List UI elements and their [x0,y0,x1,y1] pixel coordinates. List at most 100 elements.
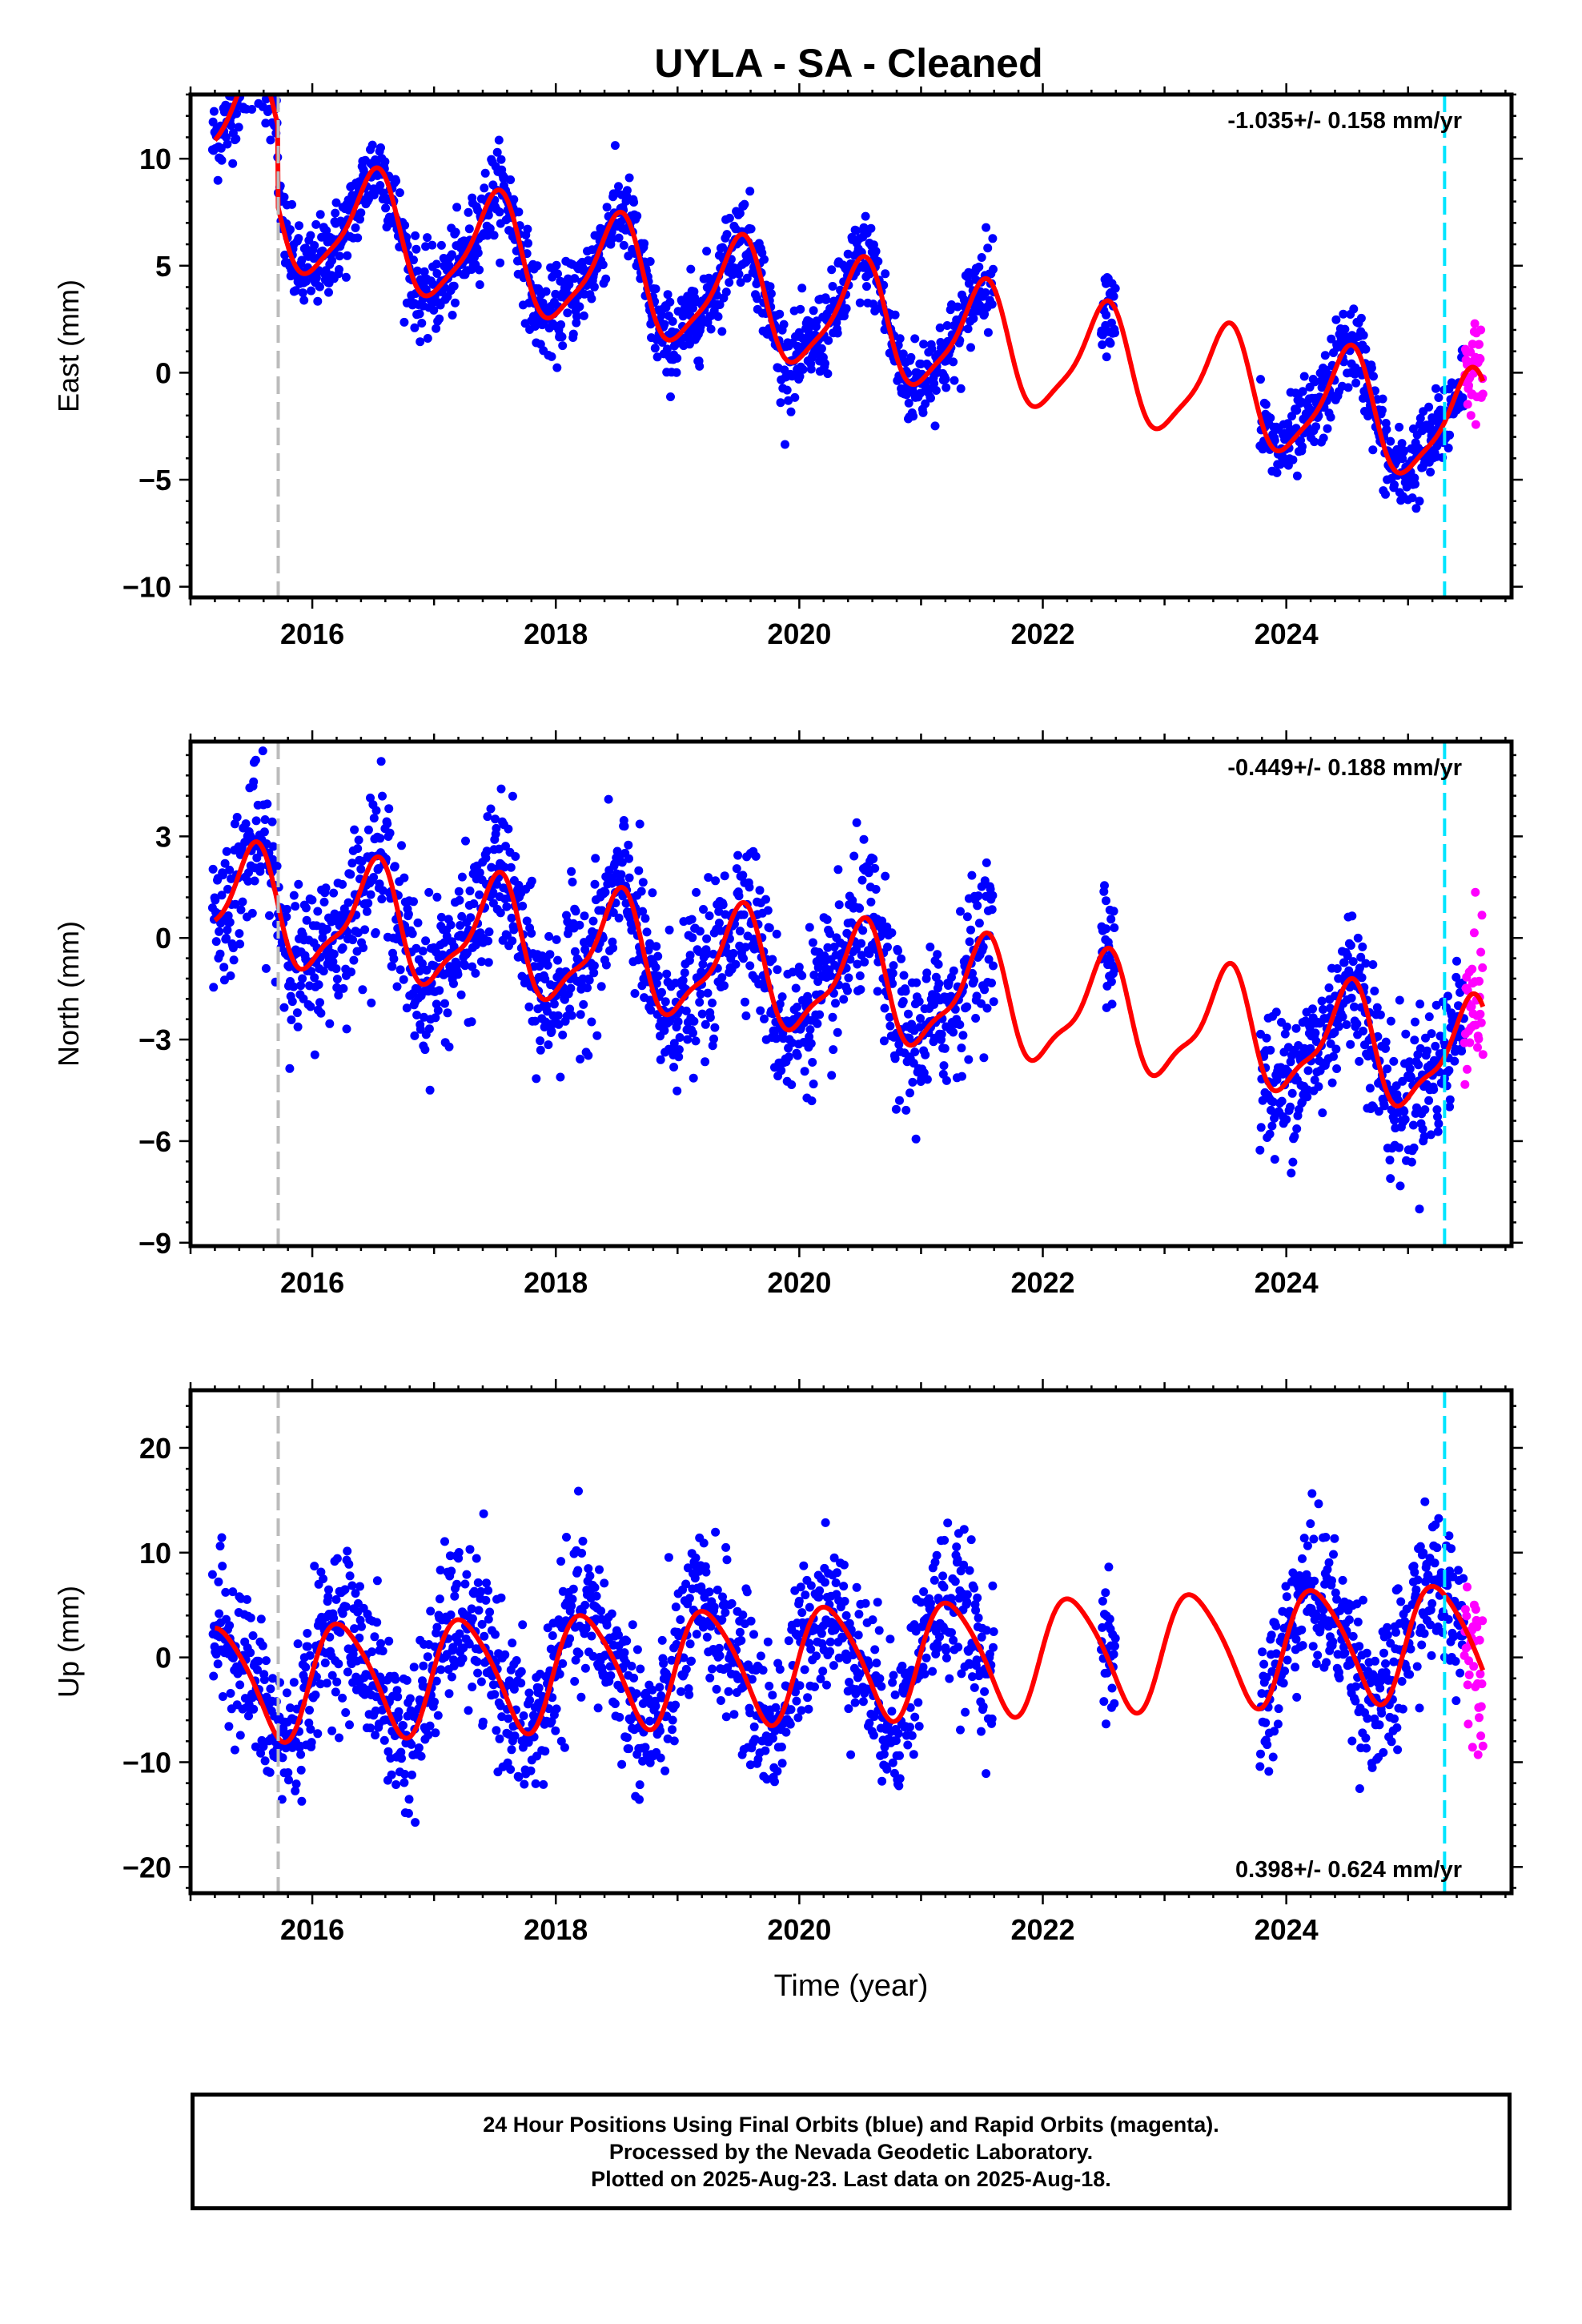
final-point [1290,1132,1299,1141]
final-point [475,280,484,289]
final-point [340,1585,350,1594]
final-point [208,117,218,127]
final-point [416,337,425,347]
final-point [307,1738,316,1747]
final-point [279,192,289,202]
final-point [207,1570,217,1579]
final-point [508,936,517,946]
final-point [979,1053,989,1063]
final-point [1405,1064,1415,1074]
final-point [602,203,612,212]
final-point [338,879,347,889]
final-point [934,959,943,969]
final-point [389,954,399,963]
final-point [1405,1057,1415,1067]
final-point [1424,1096,1434,1105]
final-point [485,1607,495,1617]
final-point [338,1609,347,1618]
final-point [1288,455,1298,464]
final-point [955,1020,965,1029]
final-point [1282,1022,1291,1031]
final-point [855,298,865,308]
final-point [930,999,939,1009]
final-point [772,1034,781,1043]
final-point [383,1747,393,1756]
final-point [242,38,251,47]
final-point [823,943,833,952]
final-point [1339,958,1349,967]
final-point [408,1770,416,1779]
final-point [763,906,773,915]
final-point [575,302,584,312]
final-point [221,1587,231,1597]
rapid-point [1466,411,1476,420]
final-point [969,314,978,324]
final-point [827,1071,837,1080]
final-point [862,282,871,292]
final-point [436,912,446,922]
final-point [699,905,708,914]
final-point [305,1706,314,1715]
final-point [486,804,496,814]
final-point [776,398,785,408]
final-point [877,916,887,926]
final-point [1401,1029,1411,1039]
final-point [255,66,263,75]
final-point [572,312,581,321]
final-point [589,961,599,971]
final-point [209,1671,219,1681]
final-point [622,186,632,195]
final-point [500,862,509,872]
final-point [287,1015,296,1024]
final-point [638,878,648,887]
final-point [568,877,577,887]
final-point [608,908,618,917]
final-point [424,1731,433,1739]
final-point [632,211,642,221]
final-point [1370,987,1379,995]
final-point [232,109,241,119]
final-point [708,1664,717,1674]
final-point [225,1621,235,1630]
final-point [240,66,249,75]
final-point [472,1657,482,1667]
final-point [468,1614,477,1623]
final-point [478,1717,488,1727]
final-point [691,1553,701,1562]
final-point [496,1593,506,1602]
final-point [408,929,417,939]
final-point [911,1134,921,1144]
final-point [775,309,785,319]
final-point [688,933,697,943]
final-point [695,361,705,371]
final-point [256,1614,266,1624]
final-point [332,1554,342,1563]
final-point [1434,1119,1443,1128]
final-point [895,334,905,344]
rapid-point [1470,319,1480,328]
final-point [462,1570,472,1579]
final-point [1262,1033,1271,1043]
final-point [553,1011,563,1020]
final-point [596,1606,606,1616]
final-point [855,903,865,913]
final-point [669,1063,679,1072]
final-point [552,260,561,270]
final-point [265,1767,275,1777]
final-point [343,898,353,907]
rapid-point [1473,1043,1482,1052]
final-point [345,1720,354,1730]
rapid-point [1476,1009,1485,1019]
final-point [256,65,265,74]
final-point [1389,1056,1399,1066]
final-point [680,968,689,978]
final-point [809,306,818,316]
x-tick-label: 2020 [767,617,831,650]
final-point [866,223,876,233]
final-point [491,814,500,824]
final-point [436,1665,446,1675]
final-point [265,911,274,920]
final-point [1395,422,1404,432]
y-tick-label: −9 [139,1227,171,1260]
